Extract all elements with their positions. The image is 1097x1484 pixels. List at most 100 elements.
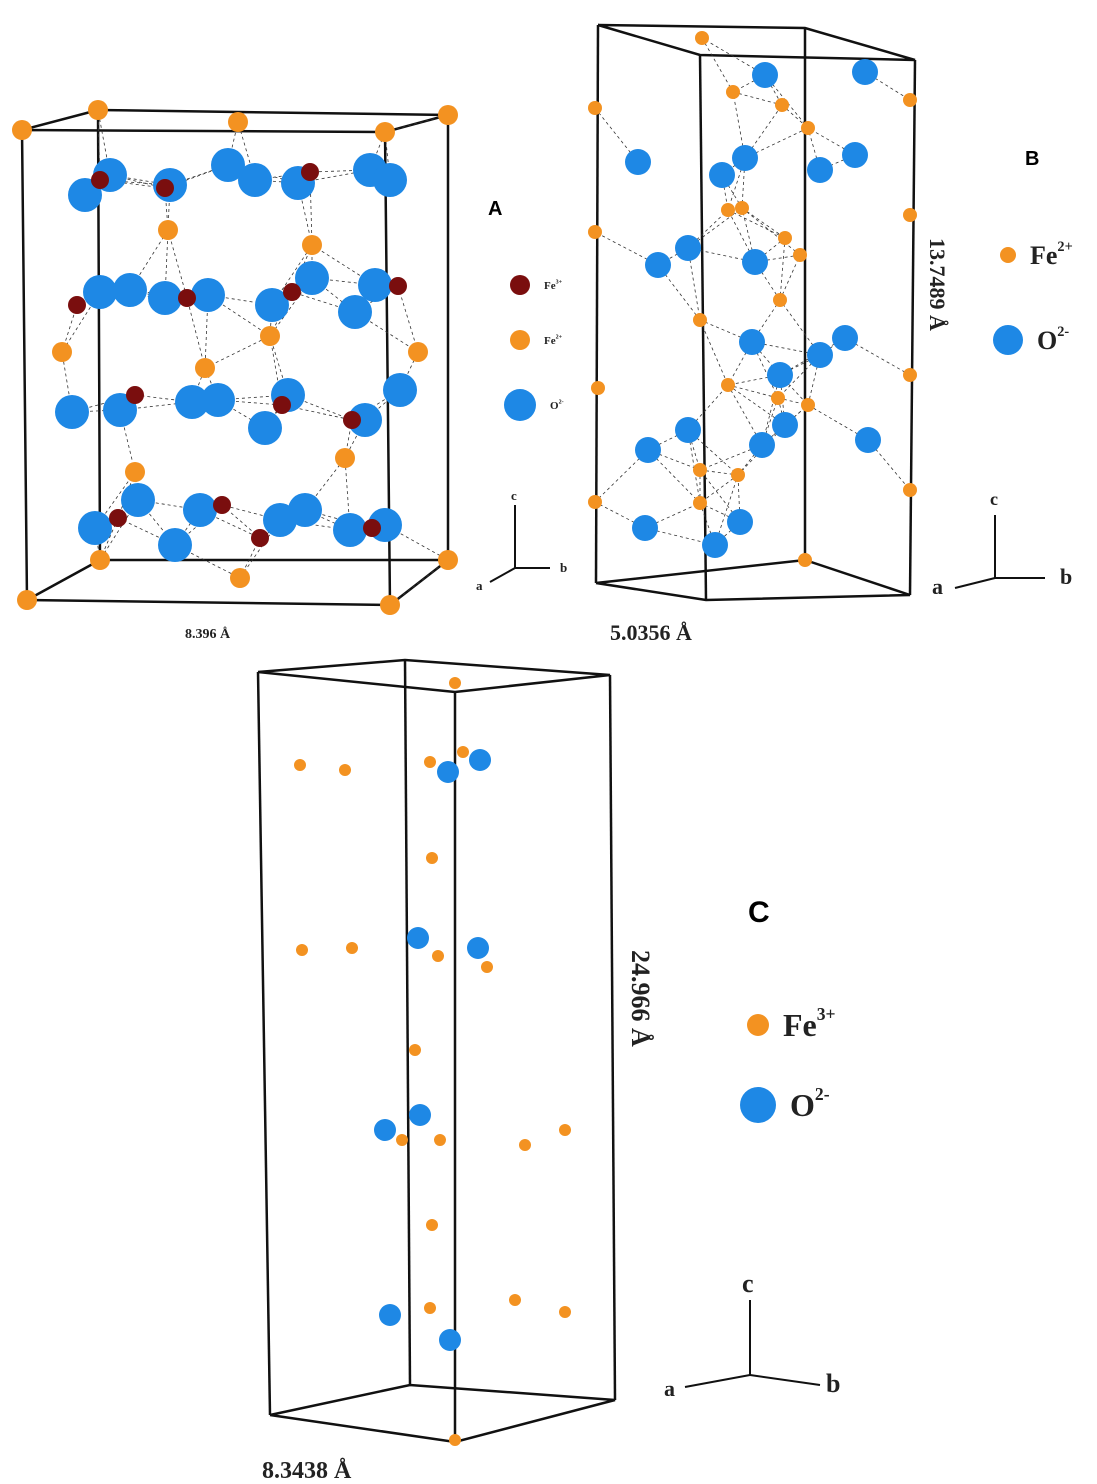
iron-atom	[12, 120, 32, 140]
oxygen-atom	[732, 145, 758, 171]
axis-label: c	[990, 489, 998, 509]
bond	[205, 336, 270, 368]
panel-label: A	[488, 198, 502, 220]
oxygen-atom	[702, 532, 728, 558]
bond	[728, 210, 785, 238]
oxygen-atom	[467, 937, 489, 959]
iron-atom	[426, 852, 438, 864]
legend-symbol: O	[790, 1087, 815, 1123]
iron-atom	[228, 112, 248, 132]
iron-atom	[798, 553, 812, 567]
iron-atom	[903, 93, 917, 107]
oxygen-atom	[158, 528, 192, 562]
oxygen-atom	[373, 163, 407, 197]
axis-triad-a	[490, 505, 550, 582]
legend-symbol: Fe	[1030, 241, 1057, 270]
iron-atom	[693, 463, 707, 477]
iron3-atom	[68, 296, 86, 314]
iron3-atom	[213, 496, 231, 514]
iron-atom	[449, 677, 461, 689]
axis-label: c	[742, 1269, 754, 1298]
legend-charge: 2-	[559, 399, 564, 405]
iron3-atom	[109, 509, 127, 527]
iron-atom	[339, 764, 351, 776]
iron-atom	[90, 550, 110, 570]
oxygen-atom	[121, 483, 155, 517]
iron-atom	[408, 342, 428, 362]
oxygen-atom	[727, 509, 753, 535]
iron-atom	[449, 1434, 461, 1446]
iron-atom	[396, 1134, 408, 1146]
iron3-atom	[283, 283, 301, 301]
oxygen-atom	[183, 493, 217, 527]
axis-label: b	[560, 560, 567, 575]
oxygen-atom	[767, 362, 793, 388]
oxygen-atom	[201, 383, 235, 417]
iron-atom	[88, 100, 108, 120]
iron-atom	[778, 231, 792, 245]
iron-atom	[903, 368, 917, 382]
oxygen-atom	[248, 411, 282, 445]
iron-atom	[432, 950, 444, 962]
legend-marker	[1000, 247, 1016, 263]
axis-triad-c	[685, 1300, 820, 1387]
oxygen-atom	[469, 749, 491, 771]
iron-atom	[426, 1219, 438, 1231]
iron-atom	[721, 203, 735, 217]
bond	[742, 208, 785, 238]
iron-atom	[52, 342, 72, 362]
legend-label: Fe3+	[544, 279, 563, 292]
oxygen-atom	[409, 1104, 431, 1126]
legend-label: O2-	[790, 1084, 830, 1123]
bond	[780, 255, 800, 300]
axis-label: a	[932, 574, 943, 599]
height-label: 13.7489 Å	[925, 238, 950, 331]
oxygen-atom	[645, 252, 671, 278]
atoms	[12, 31, 917, 1446]
iron3-atom	[273, 396, 291, 414]
iron-atom	[424, 756, 436, 768]
iron-atom	[588, 495, 602, 509]
oxygen-atom	[742, 249, 768, 275]
iron3-atom	[251, 529, 269, 547]
iron-atom	[260, 326, 280, 346]
iron-atom	[559, 1124, 571, 1136]
legend-symbol: Fe	[544, 280, 556, 292]
oxygen-atom	[852, 59, 878, 85]
iron-atom	[158, 220, 178, 240]
legend-label: O2-	[550, 399, 564, 412]
iron-atom	[801, 398, 815, 412]
panel-label: B	[1025, 148, 1039, 170]
iron-atom	[693, 313, 707, 327]
iron-atom	[693, 496, 707, 510]
iron-atom	[346, 942, 358, 954]
bond	[733, 92, 782, 105]
legend-symbol: O	[1037, 326, 1057, 355]
panel-label: C	[748, 896, 770, 929]
iron-atom	[375, 122, 395, 142]
iron-atom	[695, 31, 709, 45]
iron-atom	[296, 944, 308, 956]
bond	[398, 286, 418, 352]
oxygen-atom	[772, 412, 798, 438]
bond	[728, 385, 778, 398]
iron-atom	[294, 759, 306, 771]
iron-atom	[771, 391, 785, 405]
iron-atom	[335, 448, 355, 468]
legend-charge: 3+	[556, 279, 563, 285]
iron-atom	[457, 746, 469, 758]
oxygen-atom	[83, 275, 117, 309]
height-label: 24.966 Å	[626, 950, 655, 1047]
axis-label: b	[826, 1369, 840, 1398]
oxygen-atom	[379, 1304, 401, 1326]
unit-cell-c	[258, 660, 615, 1442]
iron-atom	[801, 121, 815, 135]
legend-marker	[510, 275, 530, 295]
oxygen-atom	[675, 417, 701, 443]
iron-atom	[434, 1134, 446, 1146]
iron-atom	[438, 550, 458, 570]
iron-atom	[424, 1302, 436, 1314]
iron-atom	[519, 1139, 531, 1151]
iron-atom	[726, 85, 740, 99]
iron3-atom	[343, 411, 361, 429]
